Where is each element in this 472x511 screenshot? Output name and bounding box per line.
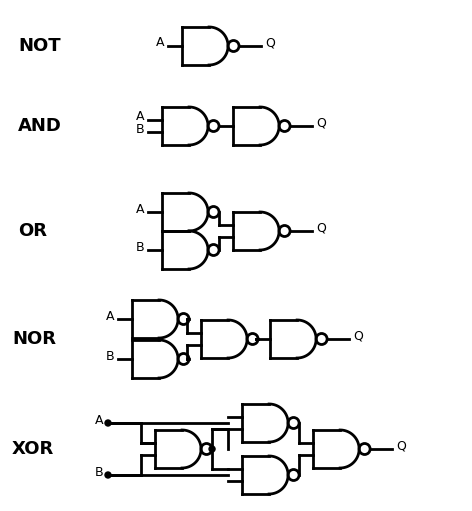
Text: A: A: [94, 413, 103, 427]
Text: AND: AND: [18, 117, 62, 135]
Text: B: B: [135, 241, 144, 253]
Text: Q: Q: [316, 221, 326, 235]
Text: OR: OR: [18, 222, 47, 240]
Text: B: B: [135, 123, 144, 136]
Text: Q: Q: [265, 36, 275, 50]
Text: A: A: [106, 310, 114, 322]
Text: A: A: [135, 110, 144, 123]
Text: B: B: [94, 466, 103, 478]
Text: XOR: XOR: [12, 440, 54, 458]
Text: Q: Q: [353, 330, 363, 342]
Text: Q: Q: [396, 439, 406, 453]
Text: NOT: NOT: [18, 37, 60, 55]
Text: A: A: [135, 202, 144, 216]
Text: B: B: [105, 350, 114, 362]
Text: A: A: [155, 36, 164, 50]
Circle shape: [105, 472, 111, 478]
Circle shape: [105, 420, 111, 426]
Text: NOR: NOR: [12, 330, 56, 348]
Circle shape: [209, 446, 215, 452]
Text: Q: Q: [316, 117, 326, 129]
